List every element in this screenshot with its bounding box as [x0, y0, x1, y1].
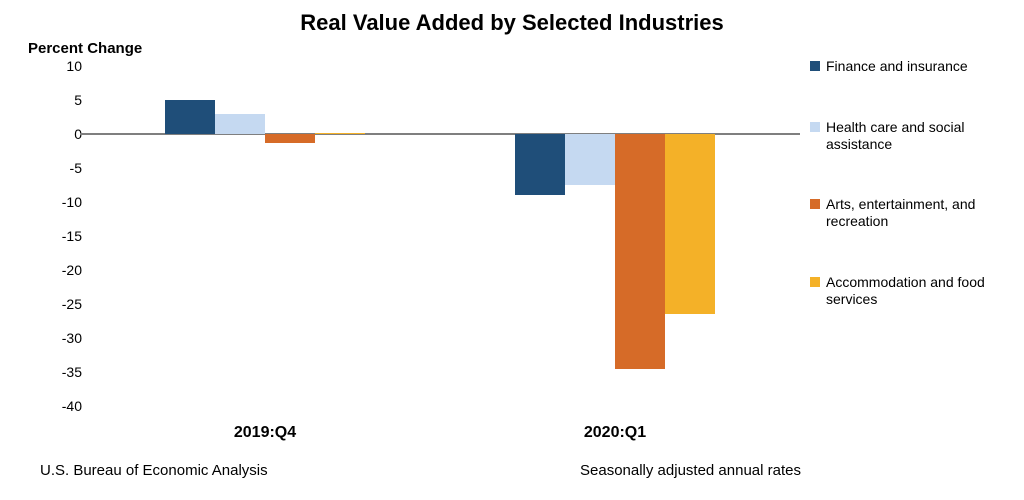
- bar: [615, 134, 665, 369]
- legend-label: Health care and social assistance: [826, 119, 1010, 153]
- ytick-label: 10: [66, 58, 82, 74]
- bar: [165, 100, 215, 134]
- legend-swatch: [810, 61, 820, 71]
- chart-area: -40-35-30-25-20-15-10-505102019:Q42020:Q…: [90, 66, 790, 406]
- chart-title: Real Value Added by Selected Industries: [0, 10, 1024, 36]
- y-axis-label: Percent Change: [28, 40, 142, 57]
- ytick-label: -10: [62, 194, 82, 210]
- bar: [215, 114, 265, 134]
- ytick-label: -25: [62, 296, 82, 312]
- ytick-label: -5: [70, 160, 82, 176]
- legend-label: Finance and insurance: [826, 58, 968, 75]
- ytick-label: -20: [62, 262, 82, 278]
- legend-item: Finance and insurance: [810, 58, 1010, 75]
- ytick-label: -40: [62, 398, 82, 414]
- ytick-label: -15: [62, 228, 82, 244]
- legend-item: Accommodation and food services: [810, 274, 1010, 308]
- ytick-label: -30: [62, 330, 82, 346]
- footer-source: U.S. Bureau of Economic Analysis: [40, 462, 268, 479]
- legend-label: Accommodation and food services: [826, 274, 1010, 308]
- legend-item: Arts, entertainment, and recreation: [810, 196, 1010, 230]
- xtick-label: 2020:Q1: [584, 424, 646, 442]
- footer-note: Seasonally adjusted annual rates: [580, 462, 801, 479]
- legend-swatch: [810, 122, 820, 132]
- ytick-label: -35: [62, 364, 82, 380]
- bar: [515, 134, 565, 195]
- legend: Finance and insurance Health care and soc…: [810, 58, 1010, 352]
- legend-label: Arts, entertainment, and recreation: [826, 196, 1010, 230]
- legend-swatch: [810, 199, 820, 209]
- bar: [665, 134, 715, 314]
- bar: [565, 134, 615, 185]
- legend-swatch: [810, 277, 820, 287]
- ytick-label: 5: [74, 92, 82, 108]
- bar: [315, 133, 365, 134]
- xtick-label: 2019:Q4: [234, 424, 296, 442]
- legend-item: Health care and social assistance: [810, 119, 1010, 153]
- bar: [265, 134, 315, 143]
